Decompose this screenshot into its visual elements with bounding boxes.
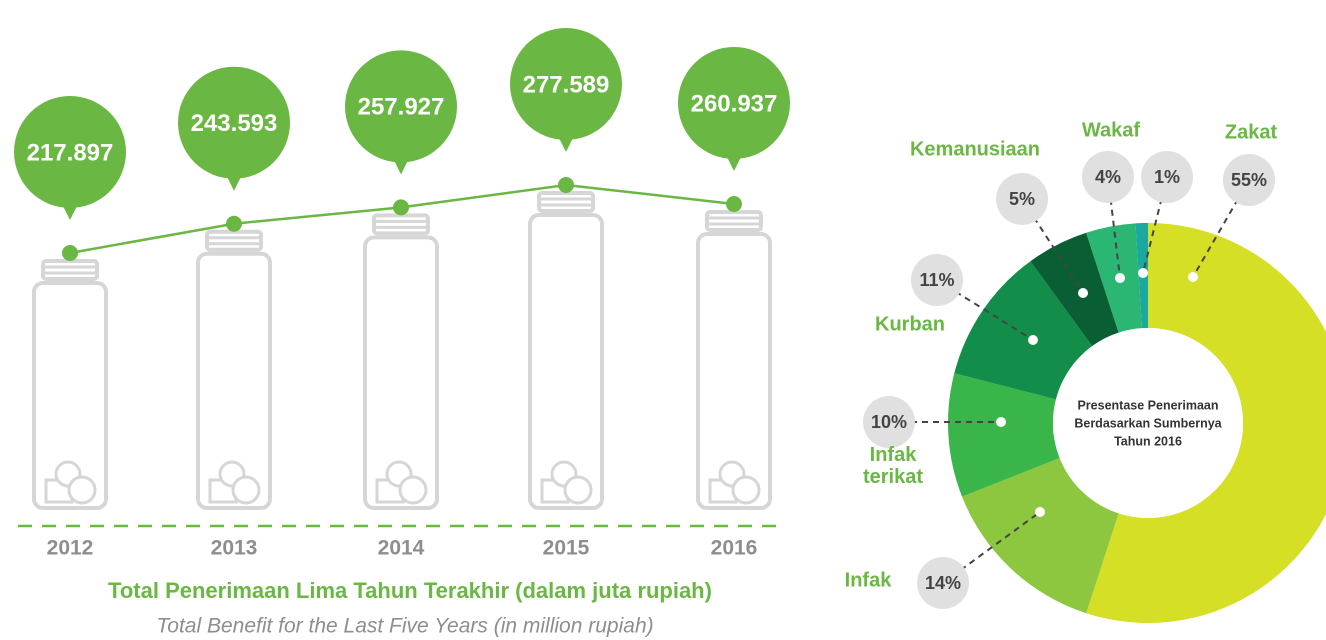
- leader-line: [936, 279, 1034, 341]
- label-bubble: [863, 396, 915, 448]
- x-tick-label: 2013: [211, 537, 258, 560]
- x-tick-label: 2016: [711, 537, 758, 560]
- leader-dot: [996, 417, 1006, 427]
- jar-lid: [705, 209, 763, 232]
- value-label: 277.589: [523, 71, 610, 98]
- jar-body: [363, 235, 439, 510]
- label-bubble: [917, 557, 969, 609]
- value-label: 10%: [871, 412, 907, 432]
- chart-subtitle: Total Benefit for the Last Five Years (i…: [156, 615, 653, 638]
- value-label: 257.927: [358, 94, 445, 121]
- leader-dot: [1028, 335, 1038, 345]
- coin: [67, 475, 97, 505]
- leader-line: [942, 511, 1041, 584]
- value-bubble: [678, 46, 790, 159]
- value-label: 4%: [1095, 167, 1121, 187]
- value-label: 55%: [1231, 170, 1267, 190]
- value-label: 243.593: [191, 110, 278, 137]
- jar-lid: [537, 191, 595, 213]
- leader-dot: [1138, 268, 1148, 278]
- value-label: 1%: [1154, 167, 1180, 187]
- value-label: 260.937: [691, 90, 778, 117]
- jar-body: [32, 281, 108, 510]
- donut-hole: [1053, 328, 1243, 518]
- jar-body: [196, 251, 272, 510]
- chart-title: Total Penerimaan Lima Tahun Terakhir (da…: [108, 578, 712, 603]
- donut-slice: [1086, 223, 1143, 333]
- category-label: Zakat: [1225, 121, 1278, 143]
- donut-slice: [1086, 223, 1326, 623]
- donut-slice: [1030, 232, 1119, 347]
- leader-dot: [1078, 288, 1088, 298]
- label-bubble: [911, 254, 963, 306]
- value-bubble: [510, 28, 622, 140]
- category-label: Infak terikat: [863, 444, 923, 488]
- leader-line: [1192, 179, 1250, 278]
- donut-slice: [948, 373, 1060, 497]
- data-point: [393, 199, 409, 216]
- label-bubble: [1141, 151, 1193, 203]
- category-label: Kemanusiaan: [910, 138, 1040, 160]
- category-label: Infak: [845, 569, 893, 591]
- leader-dot: [1035, 507, 1045, 517]
- value-label: 217.897: [27, 139, 114, 166]
- value-bubble: [345, 50, 457, 163]
- donut-slice: [962, 457, 1119, 614]
- x-tick-label: 2014: [378, 537, 425, 560]
- value-label: 14%: [925, 573, 961, 593]
- coin: [731, 475, 761, 505]
- data-point: [558, 177, 574, 193]
- value-label: 5%: [1009, 189, 1035, 209]
- jar-lid: [205, 229, 263, 252]
- leader-dot: [1188, 272, 1198, 282]
- series-line: [69, 183, 735, 255]
- center-text: Tahun 2016: [1114, 434, 1182, 448]
- coin: [398, 475, 428, 505]
- label-bubble: [996, 173, 1048, 225]
- category-label: Wakaf: [1082, 119, 1141, 141]
- center-text: Berdasarkan Sumbernya: [1074, 416, 1222, 430]
- x-tick-label: 2012: [47, 537, 94, 560]
- donut-slice: [954, 261, 1093, 400]
- leader-dot: [1115, 273, 1125, 283]
- coin: [231, 475, 261, 505]
- center-text: Presentase Penerimaan: [1077, 398, 1218, 412]
- jar-lid: [372, 213, 430, 236]
- coin: [563, 475, 593, 505]
- leader-line: [1021, 198, 1084, 294]
- value-bubble: [14, 96, 126, 208]
- data-point: [226, 215, 242, 232]
- category-label: Kurban: [875, 313, 945, 335]
- label-bubble: [1082, 151, 1134, 203]
- jar-lid: [41, 259, 99, 281]
- data-point: [62, 245, 78, 261]
- jar-body: [696, 231, 772, 511]
- label-bubble: [1223, 154, 1275, 206]
- jar-body: [528, 213, 604, 510]
- data-point: [726, 195, 742, 212]
- x-tick-label: 2015: [543, 537, 590, 560]
- value-label: 11%: [919, 270, 954, 290]
- value-bubble: [178, 66, 290, 179]
